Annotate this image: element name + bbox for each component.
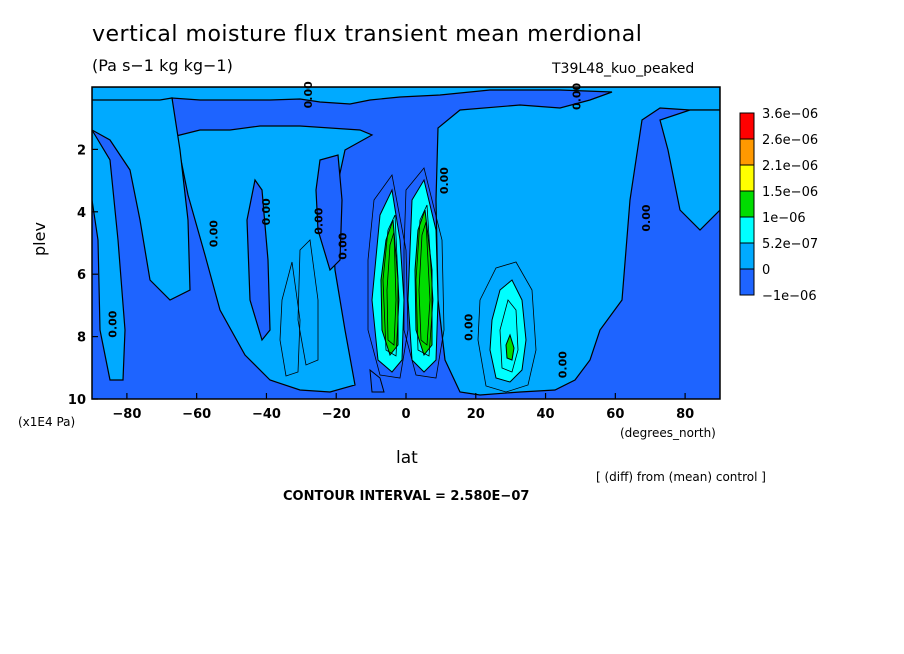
legend-label: −1e−06 xyxy=(762,289,817,304)
contour-label: 0.00 xyxy=(106,310,119,337)
x-axis-units: (degrees_north) xyxy=(620,426,716,440)
contour-label: 0.00 xyxy=(462,313,475,340)
x-tick-label: −60 xyxy=(182,407,211,422)
contour-label: 0.00 xyxy=(208,220,221,247)
x-tick-label: 0 xyxy=(401,407,410,422)
y-tick-label: 2 xyxy=(77,143,86,158)
chart-units: (Pa s−1 kg kg−1) xyxy=(92,56,233,75)
y-tick-label: 8 xyxy=(77,331,86,346)
diff-note: [ (diff) from (mean) control ] xyxy=(596,470,766,484)
contour-labels: 0.00 0.00 0.00 0.00 0.00 0.00 0.00 0.00 0.00 0.00… xyxy=(106,81,653,378)
positive-region-left xyxy=(92,128,126,381)
positive-region xyxy=(92,87,720,396)
contour-label: 0.00 xyxy=(312,207,325,234)
positive-region-right xyxy=(659,109,720,231)
strong-positive-cell xyxy=(489,279,527,383)
legend-swatch xyxy=(739,242,755,270)
legend-swatch xyxy=(739,190,755,218)
negative-tongue xyxy=(315,154,343,272)
y-tick-label: 4 xyxy=(77,206,86,221)
x-axis-label: lat xyxy=(396,448,418,468)
legend-label: 3.6e−06 xyxy=(762,107,818,122)
contour-lines xyxy=(279,167,445,379)
x-tick-label: 60 xyxy=(606,407,624,422)
cell-outer-contour xyxy=(477,261,537,393)
contour-interval: CONTOUR INTERVAL = 2.580E−07 xyxy=(283,489,530,504)
chart-title: vertical moisture flux transient mean me… xyxy=(92,22,643,47)
legend-swatch xyxy=(739,138,755,166)
legend-swatch xyxy=(739,268,755,296)
legend-swatch xyxy=(739,164,755,192)
negative-tongue xyxy=(246,178,271,342)
color-legend: 3.6e−06 2.6e−06 2.1e−06 1.5e−06 1e−06 5.2e−07… xyxy=(739,107,818,304)
y-axis-units: (x1E4 Pa) xyxy=(18,415,76,429)
legend-label: 2.6e−06 xyxy=(762,133,818,148)
axis-ticks: −80 −60 −40 −20 0 20 40 60 80 2 4 6 8 10 xyxy=(68,143,694,422)
contour-label: 0.00 xyxy=(337,232,350,259)
contour-label: 0.00 xyxy=(556,351,569,378)
x-tick-label: −80 xyxy=(112,407,141,422)
negative-notch xyxy=(369,368,385,393)
legend-swatch xyxy=(739,112,755,140)
legend-label: 1e−06 xyxy=(762,211,806,226)
legend-label: 1.5e−06 xyxy=(762,185,818,200)
contour-label: 0.00 xyxy=(570,82,583,109)
y-tick-label: 6 xyxy=(77,268,86,283)
x-tick-label: 40 xyxy=(537,407,555,422)
cell-contour xyxy=(499,299,519,373)
x-tick-label: −20 xyxy=(322,407,351,422)
positive-region-upper-left xyxy=(92,97,191,301)
y-tick-label: 10 xyxy=(68,393,86,408)
peak-column xyxy=(414,209,433,357)
contour-label: 0.00 xyxy=(260,198,273,225)
cell-peak xyxy=(505,333,515,361)
run-label: T39L48_kuo_peaked xyxy=(552,61,695,77)
x-tick-label: 20 xyxy=(467,407,485,422)
x-tick-label: 80 xyxy=(676,407,694,422)
contour-label: 0.00 xyxy=(640,204,653,231)
x-tick-label: −40 xyxy=(252,407,281,422)
legend-swatch xyxy=(739,216,755,244)
contour-label: 0.00 xyxy=(438,167,451,194)
legend-label: 0 xyxy=(762,263,770,278)
legend-label: 5.2e−07 xyxy=(762,237,818,252)
legend-label: 2.1e−06 xyxy=(762,159,818,174)
contour-label: 0.00 xyxy=(302,81,315,108)
